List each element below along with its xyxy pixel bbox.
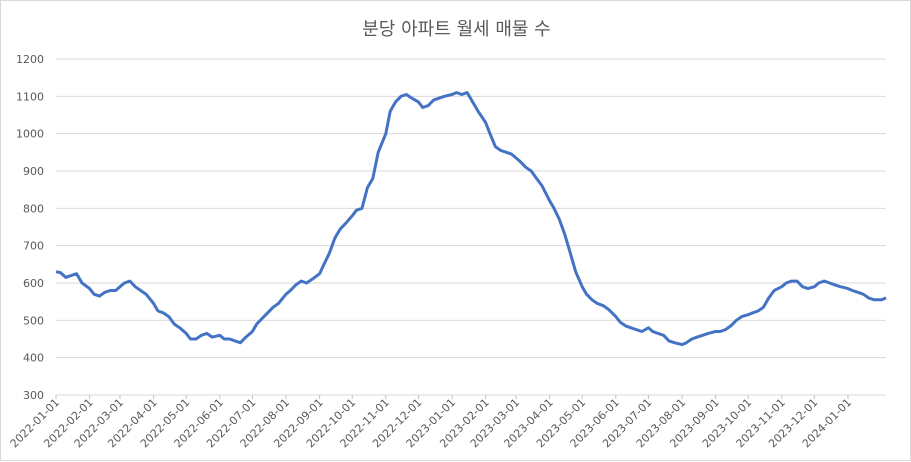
y-tick-label: 700: [23, 240, 44, 253]
y-tick-label: 900: [23, 165, 44, 178]
y-tick-label: 600: [23, 277, 44, 290]
series-line: [55, 91, 887, 347]
y-tick-label: 300: [23, 389, 44, 402]
y-tick-label: 1000: [16, 128, 44, 141]
chart-title: 분당 아파트 월세 매물 수: [362, 19, 551, 40]
y-tick-label: 500: [23, 314, 44, 327]
y-tick-label: 800: [23, 202, 44, 215]
y-tick-label: 1200: [16, 53, 44, 66]
y-tick-label: 1100: [16, 90, 44, 103]
y-tick-label: 400: [23, 352, 44, 365]
